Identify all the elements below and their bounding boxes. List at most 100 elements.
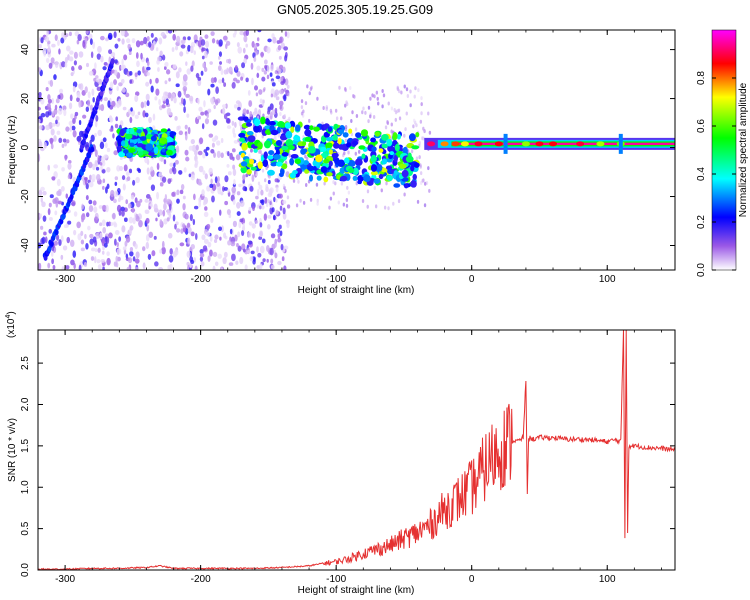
spectrogram-cell	[38, 106, 41, 111]
spectrogram-cell	[98, 105, 102, 111]
spectrogram-cell	[39, 213, 43, 218]
spectrogram-cell	[267, 224, 271, 230]
spectrogram-cell	[190, 174, 195, 181]
x-tick-label: -200	[191, 574, 211, 585]
spectrogram-cell	[145, 241, 150, 250]
spectrogram-cell	[260, 205, 265, 210]
spectrogram-cell	[235, 154, 241, 161]
spectrogram-cell	[113, 261, 117, 267]
spectrogram-cell	[346, 142, 352, 148]
spectrogram-cell	[94, 159, 98, 167]
spectrogram-cell	[92, 96, 95, 103]
spectrogram-cell	[57, 94, 61, 100]
spectrogram-cell	[179, 51, 184, 57]
spectrogram-cell	[102, 245, 105, 251]
spectrogram-cell	[128, 148, 136, 153]
spectrogram-cell	[174, 159, 179, 165]
spectrogram-cell	[104, 142, 108, 149]
spectrogram-cell	[54, 60, 59, 69]
spectrogram-cell	[135, 91, 140, 97]
spectrogram-cell	[166, 198, 172, 203]
spectrogram-cell	[112, 212, 116, 220]
spectrogram-cell	[216, 39, 219, 45]
spectrogram-cell	[97, 247, 101, 253]
spectrogram-cell	[338, 85, 341, 90]
spectrogram-cell	[121, 38, 125, 45]
spectrogram-cell	[257, 141, 263, 150]
spectrogram-cell	[370, 155, 377, 163]
spectrogram-cell	[148, 116, 152, 124]
spectrogram-cell	[248, 221, 253, 226]
spectrogram-cell	[102, 226, 107, 234]
spectrogram-cell	[397, 108, 401, 113]
spectrogram-cell	[88, 199, 93, 205]
spectrogram-cell	[45, 111, 50, 118]
spectrogram-cell	[89, 238, 94, 245]
spectrogram-cell	[161, 148, 166, 153]
spectrogram-cell	[400, 90, 403, 95]
spectrogram-cell	[209, 235, 213, 242]
spectrogram-cell	[144, 198, 149, 203]
spectrogram-cell	[229, 152, 233, 160]
spectrogram-cell	[187, 237, 191, 245]
spectrogram-cell	[71, 125, 76, 131]
spectrogram-cell	[38, 67, 42, 72]
spectrogram-cell	[164, 91, 169, 96]
spectrogram-cell	[57, 200, 63, 205]
spectrogram-cell	[423, 203, 427, 208]
spectrogram-cell	[303, 124, 311, 130]
spectrogram-cell	[142, 66, 145, 74]
spectrogram-cell	[95, 75, 99, 79]
spectrogram-cell	[78, 264, 82, 270]
spectrogram-cell	[228, 66, 233, 75]
spectrogram-cell	[242, 174, 246, 181]
spectrogram-cell	[167, 264, 171, 270]
spectrogram-cell	[351, 110, 354, 115]
spectrogram-cell	[423, 181, 427, 186]
spectrogram-cell	[206, 223, 211, 230]
spectrogram-cell	[72, 117, 76, 125]
spectrogram-cell	[167, 209, 170, 216]
spectrogram-cell	[266, 244, 270, 252]
spectrogram-cell	[123, 164, 128, 172]
spectrogram-cell	[420, 111, 423, 116]
spectrogram-cell	[134, 95, 139, 103]
spectrogram-cell	[160, 137, 168, 144]
spectrogram-cell	[247, 135, 256, 143]
spectrogram-cell	[107, 32, 113, 40]
spectrogram-cell	[113, 79, 117, 85]
spectrogram-cell	[238, 132, 246, 138]
spectrogram-cell	[150, 32, 154, 38]
x-tick-label: -100	[326, 274, 346, 285]
spectrogram-cell	[259, 230, 263, 238]
spectrogram-cell	[174, 116, 178, 121]
spectrogram-cell	[150, 166, 154, 172]
spectrogram-cell	[124, 133, 133, 140]
spectrogram-cell	[277, 237, 282, 243]
spectrogram-cell	[315, 154, 323, 163]
spectrogram-cell	[393, 183, 401, 188]
colorbar-tick-label: 0.2	[696, 215, 707, 229]
spectrogram-cell	[333, 142, 340, 149]
spectrogram-cell	[76, 97, 80, 103]
spectrogram-cell	[38, 111, 41, 117]
spectrogram-cell	[146, 36, 150, 42]
spectrogram-cell	[320, 152, 328, 159]
spectrogram-cell	[53, 164, 59, 169]
spectrogram-cell	[138, 219, 143, 228]
spectrogram-cell	[118, 82, 123, 87]
spectrogram-cell	[386, 119, 389, 124]
spectrogram-cell	[189, 213, 193, 222]
spectrogram-cell	[146, 60, 150, 66]
spectrogram-cell	[102, 185, 105, 190]
spectrogram-cell	[413, 94, 416, 99]
snr-y-axis-label: SNR (10 * v/v)	[7, 418, 18, 482]
spectrogram-cell	[328, 149, 333, 155]
spectrogram-cell	[256, 72, 260, 78]
spectrogram-cell	[248, 100, 252, 107]
spectrogram-cell	[178, 170, 183, 175]
spectrogram-cell	[204, 118, 210, 125]
spectrogram-cell	[243, 35, 248, 43]
spectrogram-cell	[221, 225, 224, 233]
spectrogram-cell	[262, 258, 266, 263]
